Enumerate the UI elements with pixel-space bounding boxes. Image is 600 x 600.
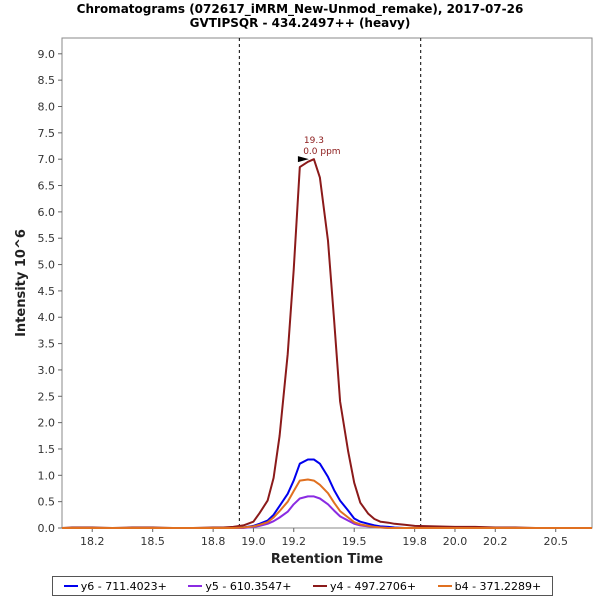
legend-item: b4 - 371.2289+ — [437, 579, 542, 593]
chart-title: Chromatograms (072617_iMRM_New-Unmod_rem… — [77, 2, 524, 17]
x-tick-label: 19.5 — [342, 535, 367, 548]
y-axis: 0.0 0.5 1.0 1.5 2.0 2.5 3.0 3.5 4.0 4.5 5.0 5.5 6.0 6… — [38, 48, 62, 535]
series-line-y6 — [62, 458, 592, 529]
chart-subtitle: GVTIPSQR - 434.2497++ (heavy) — [190, 16, 411, 30]
series-line-b4 — [62, 478, 592, 529]
legend: y6 - 711.4023+ y5 - 610.3547+ y4 - 497.270… — [52, 576, 553, 596]
x-tick-label: 20.0 — [443, 535, 468, 548]
legend-item: y6 - 711.4023+ — [63, 579, 167, 593]
y-tick-label: 4.0 — [38, 311, 56, 324]
y-tick-label: 1.0 — [38, 469, 56, 482]
y-tick-label: 8.0 — [38, 100, 56, 113]
y-tick-label: 7.5 — [38, 127, 56, 140]
series-line-y5 — [62, 495, 592, 529]
y-tick-label: 1.5 — [38, 443, 56, 456]
legend-swatch — [63, 585, 78, 587]
y-tick-label: 3.5 — [38, 338, 56, 351]
series-lines — [61, 158, 592, 529]
x-tick-label: 19.2 — [281, 535, 306, 548]
legend-label: b4 - 371.2289+ — [454, 579, 542, 593]
series-line-y4 — [61, 158, 592, 529]
y-tick-label: 4.5 — [38, 285, 56, 298]
legend-label: y6 - 711.4023+ — [80, 579, 167, 593]
peak-annotation: 19.3 0.0 ppm — [297, 136, 341, 163]
integration-boundaries — [238, 38, 422, 528]
legend-swatch — [188, 585, 203, 587]
peak-ppm-label: 0.0 ppm — [303, 147, 340, 157]
legend-swatch — [312, 585, 327, 587]
x-tick-label: 18.5 — [140, 535, 165, 548]
x-tick-label: 19.8 — [402, 535, 427, 548]
y-tick-label: 5.5 — [38, 232, 56, 245]
y-tick-label: 0.5 — [38, 496, 56, 509]
x-axis: 18.2 18.5 18.8 19.0 19.2 19.5 19.8 20.0 20.2 20.5 — [80, 528, 568, 548]
peak-rt-label: 19.3 — [304, 136, 324, 146]
x-axis-label: Retention Time — [271, 552, 383, 567]
x-tick-label: 20.2 — [483, 535, 508, 548]
y-tick-label: 8.5 — [38, 74, 56, 87]
x-tick-label: 18.8 — [201, 535, 226, 548]
y-tick-label: 9.0 — [38, 48, 56, 61]
legend-item: y4 - 497.2706+ — [312, 579, 417, 593]
x-tick-label: 20.5 — [543, 535, 568, 548]
x-tick-label: 19.0 — [241, 535, 266, 548]
x-tick-label: 18.2 — [80, 535, 105, 548]
y-tick-label: 6.0 — [38, 206, 56, 219]
legend-swatch — [437, 585, 452, 587]
y-tick-label: 2.5 — [38, 390, 56, 403]
y-tick-label: 6.5 — [38, 180, 56, 193]
plot-area — [61, 37, 593, 529]
peak-marker-icon — [297, 156, 309, 163]
legend-label: y4 - 497.2706+ — [329, 579, 417, 593]
y-tick-label: 7.0 — [38, 153, 56, 166]
legend-label: y5 - 610.3547+ — [205, 579, 292, 593]
y-tick-label: 3.0 — [38, 364, 56, 377]
y-tick-label: 2.0 — [38, 417, 56, 430]
y-tick-label: 0.0 — [38, 522, 56, 535]
legend-item: y5 - 610.3547+ — [188, 579, 292, 593]
y-tick-label: 5.0 — [38, 259, 56, 272]
y-axis-label: Intensity 10^6 — [14, 229, 29, 337]
